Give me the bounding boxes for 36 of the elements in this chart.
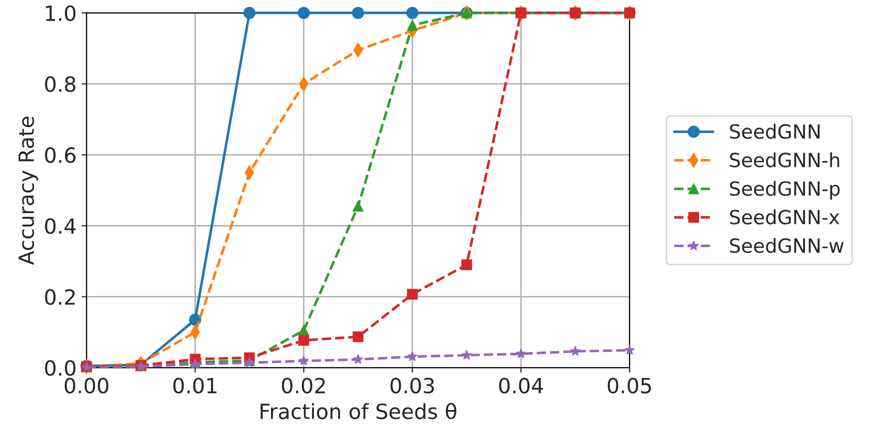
x-axis-title: Fraction of Seeds θ	[260, 402, 456, 420]
point	[352, 354, 364, 364]
point	[407, 351, 418, 362]
point	[516, 348, 526, 358]
y-axis-title: Accuracy Rate	[18, 116, 38, 265]
x-tick-label: 0.00	[64, 378, 108, 394]
point	[461, 259, 472, 270]
point	[352, 331, 364, 342]
point	[406, 6, 418, 19]
point	[570, 346, 580, 356]
legend-label: SeedGNN-w	[730, 238, 844, 253]
y-tick-label: 0.8	[45, 76, 76, 92]
x-tick-label: 0.02	[282, 378, 325, 394]
legend-label: SeedGNN-x	[730, 209, 840, 224]
point	[624, 344, 635, 355]
point	[406, 20, 418, 31]
legend-label: SeedGNN	[730, 124, 820, 139]
point	[406, 288, 418, 300]
x-tick-label: 0.05	[608, 378, 651, 394]
x-tick-label: 0.04	[499, 378, 543, 394]
x-tick-label: 0.03	[390, 378, 434, 394]
point	[462, 350, 472, 360]
legend-label: SeedGNN-h	[730, 152, 840, 168]
y-tick-label: 1.0	[46, 5, 76, 22]
y-tick-label: 0.0	[45, 360, 76, 376]
point	[298, 334, 310, 346]
legend-label: SeedGNN-p	[730, 180, 840, 200]
point	[298, 356, 309, 366]
y-tick-label: 0.6	[45, 147, 76, 164]
point	[298, 6, 310, 19]
x-tick-label: 0.01	[173, 378, 216, 394]
y-tick-label: 0.2	[45, 289, 75, 305]
point	[352, 6, 364, 19]
y-tick-label: 0.4	[45, 218, 76, 234]
point	[243, 6, 256, 19]
point	[352, 200, 364, 212]
